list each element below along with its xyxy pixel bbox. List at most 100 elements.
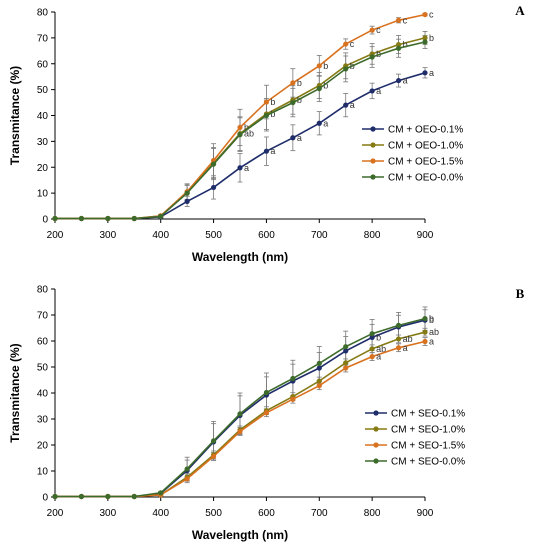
legend: CM + OEO-0.1% CM + OEO-1.0% CM + OEO-1.5% C… — [362, 125, 463, 184]
significance-label: a — [270, 146, 275, 156]
legend-label: CM + OEO-0.1% — [388, 125, 463, 136]
significance-label: a — [403, 343, 408, 353]
y-tick-label: 60 — [37, 337, 49, 348]
data-point — [422, 338, 428, 345]
significance-label: a — [376, 86, 381, 96]
x-tick-label: 600 — [258, 508, 275, 519]
data-point — [131, 493, 137, 500]
data-point — [105, 493, 111, 500]
y-tick-label: 10 — [37, 189, 49, 200]
y-tick-label: 10 — [37, 467, 49, 478]
x-tick-label: 500 — [205, 508, 222, 519]
data-point — [395, 42, 402, 48]
x-tick-label: 300 — [100, 230, 117, 241]
data-point — [263, 99, 270, 105]
x-tick-label: 500 — [205, 230, 222, 241]
legend-label: CM + OEO-0.0% — [388, 173, 463, 184]
data-point — [316, 365, 322, 371]
data-point — [263, 148, 270, 154]
x-tick-label: 400 — [152, 508, 169, 519]
legend-swatch-marker — [373, 458, 379, 464]
data-point — [395, 345, 402, 351]
significance-label: c — [376, 25, 381, 35]
data-point — [237, 428, 243, 435]
data-point — [316, 360, 322, 366]
legend-swatch-marker — [370, 174, 376, 180]
legend-label: CM + OEO-1.5% — [388, 157, 463, 168]
chart-panel-a: 0 10 20 30 40 50 60 70 80 200 300 400 500 600 700 800 90… — [8, 3, 525, 264]
data-point — [184, 198, 190, 205]
significance-label: b — [376, 332, 381, 342]
significance-label: a — [429, 68, 434, 78]
data-point — [369, 54, 375, 60]
significance-label: ab — [403, 334, 413, 344]
x-tick-label: 300 — [100, 508, 117, 519]
x-tick-label: 800 — [364, 230, 381, 241]
data-point — [369, 346, 375, 352]
data-point — [395, 77, 402, 84]
significance-label: a — [403, 76, 408, 86]
significance-label: a — [350, 100, 355, 110]
y-tick-label: 70 — [37, 311, 49, 322]
data-point — [316, 120, 322, 126]
x-tick-label: 700 — [311, 508, 328, 519]
data-point — [422, 39, 428, 45]
legend-swatch-marker — [370, 142, 376, 148]
data-point — [237, 411, 243, 417]
data-point — [343, 344, 349, 350]
panel-letter: A — [515, 3, 525, 18]
x-tick-label: 200 — [47, 508, 64, 519]
significance-label: c — [403, 15, 408, 25]
data-point — [210, 438, 217, 444]
data-point — [52, 493, 58, 500]
y-axis-title: Transmitance (%) — [8, 343, 22, 442]
data-point — [316, 85, 322, 92]
significance-label: b — [297, 78, 302, 88]
legend: CM + SEO-0.1% CM + SEO-1.0% CM + SEO-1.5% C… — [365, 409, 465, 468]
data-point — [343, 102, 349, 108]
data-point — [369, 88, 375, 94]
data-point — [343, 66, 349, 72]
y-tick-label: 50 — [37, 85, 49, 96]
y-tick-label: 20 — [37, 163, 49, 174]
data-point — [105, 215, 111, 222]
data-point — [343, 365, 349, 371]
y-tick-label: 0 — [42, 493, 48, 504]
data-point — [343, 360, 349, 366]
y-tick-label: 80 — [37, 8, 49, 19]
data-point — [210, 453, 217, 460]
chart-panel-b: 0 10 20 30 40 50 60 70 80 200 300 400 500 600 700 800 90… — [8, 285, 525, 543]
data-point — [290, 135, 296, 141]
y-tick-label: 40 — [37, 389, 49, 400]
data-point — [184, 190, 190, 196]
data-point — [210, 161, 217, 167]
data-point — [369, 331, 375, 337]
significance-label: b — [323, 80, 328, 90]
significance-label: b — [403, 40, 408, 50]
series-2: a a a — [52, 337, 434, 500]
x-tick-label: 600 — [258, 230, 275, 241]
data-point — [422, 11, 428, 18]
y-tick-label: 70 — [37, 33, 49, 44]
x-tick-label: 800 — [364, 508, 381, 519]
significance-label: a — [429, 337, 434, 347]
data-point — [78, 215, 85, 222]
x-axis-title: Wavelength (nm) — [192, 528, 288, 542]
data-point — [237, 165, 243, 171]
significance-label: b — [429, 315, 434, 325]
legend-swatch-marker — [373, 442, 379, 448]
data-point — [316, 378, 322, 384]
y-tick-label: 80 — [37, 285, 49, 296]
significance-label: c — [429, 10, 434, 20]
y-tick-label: 0 — [42, 215, 48, 226]
significance-label: ab — [376, 344, 386, 354]
data-point — [290, 375, 296, 382]
legend-label: CM + SEO-0.0% — [391, 457, 465, 468]
x-axis-title: Wavelength (nm) — [192, 250, 288, 264]
data-point — [422, 329, 428, 335]
data-point — [395, 336, 402, 342]
legend-swatch-marker — [370, 158, 376, 164]
data-point — [343, 41, 349, 47]
